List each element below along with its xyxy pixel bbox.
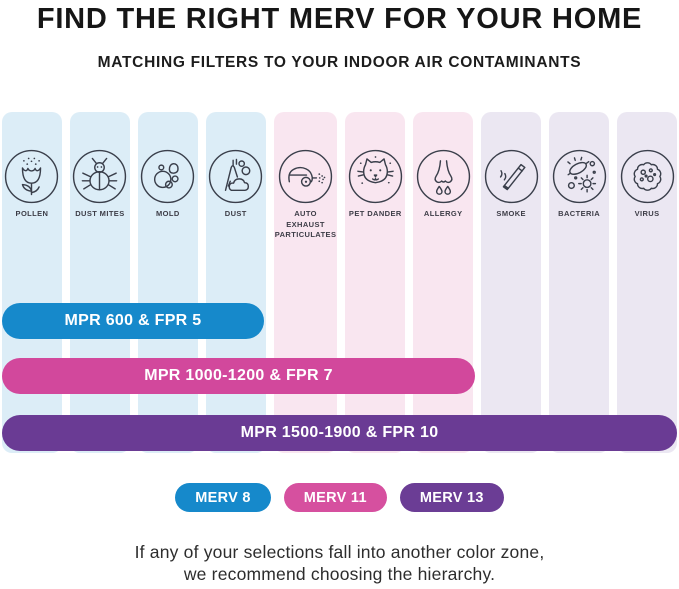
column-pollen: POLLEN — [2, 112, 62, 453]
pollen-flower-icon — [3, 148, 60, 205]
bar-mpr-600-fpr-5: MPR 600 & FPR 5 — [2, 303, 264, 339]
column-auto-exhaust: AUTO EXHAUST PARTICULATES — [273, 112, 338, 453]
merv-legend: MERV 8 MERV 11 MERV 13 — [0, 483, 679, 512]
column-pet-dander: PET DANDER — [345, 112, 406, 453]
column-bacteria: BACTERIA — [549, 112, 610, 453]
cat-face-icon — [347, 148, 404, 205]
cigarette-icon — [483, 148, 540, 205]
column-label: DUST MITES — [75, 209, 125, 218]
column-label: VIRUS — [634, 209, 660, 218]
legend-pill-merv-11: MERV 11 — [283, 483, 387, 512]
column-dust-mites: DUST MITES — [69, 112, 130, 453]
column-label: ALLERGY — [423, 209, 463, 218]
column-virus: VIRUS — [617, 112, 678, 453]
mold-spores-icon — [139, 148, 196, 205]
column-label: PET DANDER — [348, 209, 402, 218]
column-label: DUST — [224, 209, 247, 218]
bar-mpr-1500-1900-fpr-10: MPR 1500-1900 & FPR 10 — [2, 415, 677, 451]
footer-line-1: If any of your selections fall into anot… — [134, 542, 545, 562]
column-dust: DUST — [205, 112, 266, 453]
column-label: MOLD — [156, 209, 180, 218]
bar-mpr-1000-1200-fpr-7: MPR 1000-1200 & FPR 7 — [2, 358, 475, 394]
nose-allergy-icon — [415, 148, 472, 205]
column-mold: MOLD — [137, 112, 198, 453]
column-smoke: SMOKE — [481, 112, 542, 453]
contaminant-columns: POLLEN DUST MITES — [2, 112, 678, 453]
footer-note: If any of your selections fall into anot… — [0, 541, 679, 585]
dust-mite-bug-icon — [71, 148, 128, 205]
car-exhaust-icon — [277, 148, 334, 205]
column-allergy: ALLERGY — [413, 112, 474, 453]
column-label: SMOKE — [496, 209, 526, 218]
column-label: BACTERIA — [558, 209, 601, 218]
virus-icon — [619, 148, 676, 205]
legend-pill-merv-13: MERV 13 — [399, 483, 504, 512]
column-label: AUTO EXHAUST PARTICULATES — [274, 209, 337, 239]
bacteria-icon — [551, 148, 608, 205]
dust-pile-icon — [207, 148, 264, 205]
legend-pill-merv-8: MERV 8 — [175, 483, 271, 512]
page-subtitle: MATCHING FILTERS TO YOUR INDOOR AIR CONT… — [97, 54, 582, 71]
page-title: FIND THE RIGHT MERV FOR YOUR HOME — [36, 3, 643, 35]
footer-line-2: we recommend choosing the hierarchy. — [183, 564, 496, 584]
column-label: POLLEN — [15, 209, 49, 218]
